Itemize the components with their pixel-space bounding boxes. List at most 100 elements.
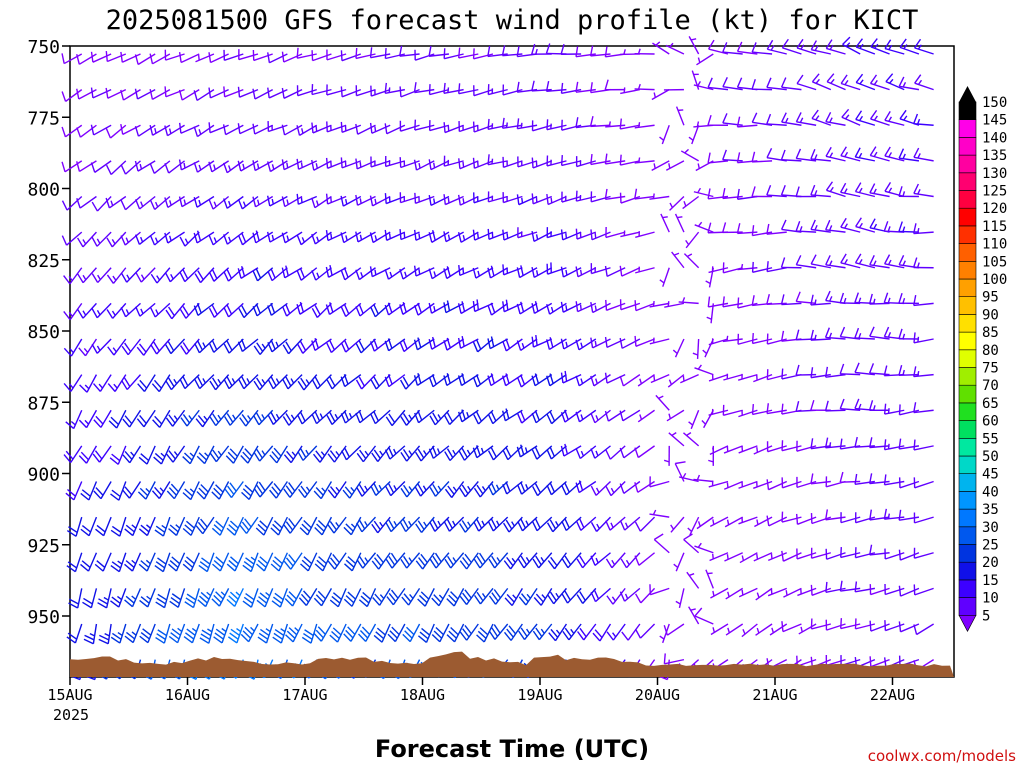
barb-shaft [669,195,685,211]
barb-feather [873,223,878,230]
barb-feather [314,411,321,422]
barb-feather [117,631,123,637]
barb-feather [433,306,436,312]
barb-feather [855,38,864,48]
wind-barb [546,262,567,275]
barb-shaft [476,374,494,388]
barb-feather [240,339,247,350]
wind-barb [722,42,743,55]
barb-shaft [723,445,743,454]
wind-barb [545,80,567,93]
wind-barb [76,231,97,248]
barb-feather [215,591,224,600]
barb-feather [252,270,259,282]
wind-barb [739,552,758,564]
barb-feather [272,523,281,532]
barb-shaft [840,587,861,592]
barb-shaft [70,338,83,357]
wind-barb [502,264,523,276]
barb-shaft [855,516,876,524]
barb-shaft [331,374,347,390]
barb-shaft [561,195,582,203]
barb-feather [854,253,862,264]
barb-feather [592,632,601,642]
barb-feather [565,341,568,348]
barb-feather [243,596,254,605]
barb-shaft [660,213,670,233]
barb-feather [178,159,183,170]
barb-shaft [709,552,729,562]
barb-feather [373,483,380,493]
barb-feather [898,549,902,561]
wind-barb [751,112,773,126]
barb-feather [512,594,517,600]
barb-feather [727,591,730,598]
barb-feather [179,309,187,319]
colorbar-segment [958,314,977,333]
wind-barb [65,481,83,501]
barb-feather [663,459,670,463]
barb-shaft [854,371,875,376]
barb-shaft [655,394,670,411]
barb-shaft [621,338,641,349]
wind-barb [516,301,538,315]
barb-feather [273,632,283,640]
wind-barb [707,152,729,164]
x-tick-label: 22AUG [870,686,915,704]
barb-feather [226,340,233,351]
barb-shaft [547,231,567,239]
barb-feather [82,601,92,609]
barb-feather [237,160,242,172]
barb-shaft [196,89,215,102]
wind-barb [796,476,817,489]
wind-barb [737,373,758,381]
wind-barb [134,53,156,66]
barb-feather [531,336,535,348]
barb-feather [89,632,95,637]
barb-feather [550,628,559,638]
barb-feather [898,585,902,597]
barb-shaft [300,231,318,246]
wind-barb [80,481,98,501]
barb-feather [296,304,301,315]
barb-shaft [737,338,758,345]
barb-feather [437,414,442,420]
barb-shaft [783,587,802,598]
barb-shaft [725,623,744,636]
barb-feather [766,148,773,159]
barb-feather [446,300,451,311]
barb-feather [146,524,151,529]
barb-feather [505,373,510,384]
colorbar-segment [958,154,977,174]
barb-shaft [370,53,391,59]
barb-feather [458,83,461,94]
barb-feather [98,598,108,605]
barb-shaft [145,481,156,500]
barb-shaft [373,338,391,352]
barb-shaft [694,615,714,625]
wind-barb [384,48,406,60]
wind-barb [237,195,259,210]
barb-shaft [708,86,729,91]
barb-feather [418,594,428,604]
barb-feather [902,153,906,160]
barb-feather [299,341,307,351]
wind-barb [355,158,376,170]
barb-feather [639,378,643,384]
barb-shaft [160,445,171,465]
barb-feather [531,449,538,460]
wind-barb [560,409,582,423]
barb-feather [281,51,285,63]
wind-barb [355,231,376,243]
wind-barb [240,445,259,464]
wind-barb [443,266,465,280]
barb-feather [164,272,171,283]
barb-shaft [430,195,450,207]
wind-barb [531,373,553,387]
barb-feather [66,565,76,573]
wind-barb [429,481,450,497]
wind-barb [671,251,685,269]
wind-barb [502,445,523,461]
barb-shaft [533,231,553,243]
wind-barb [825,548,846,560]
